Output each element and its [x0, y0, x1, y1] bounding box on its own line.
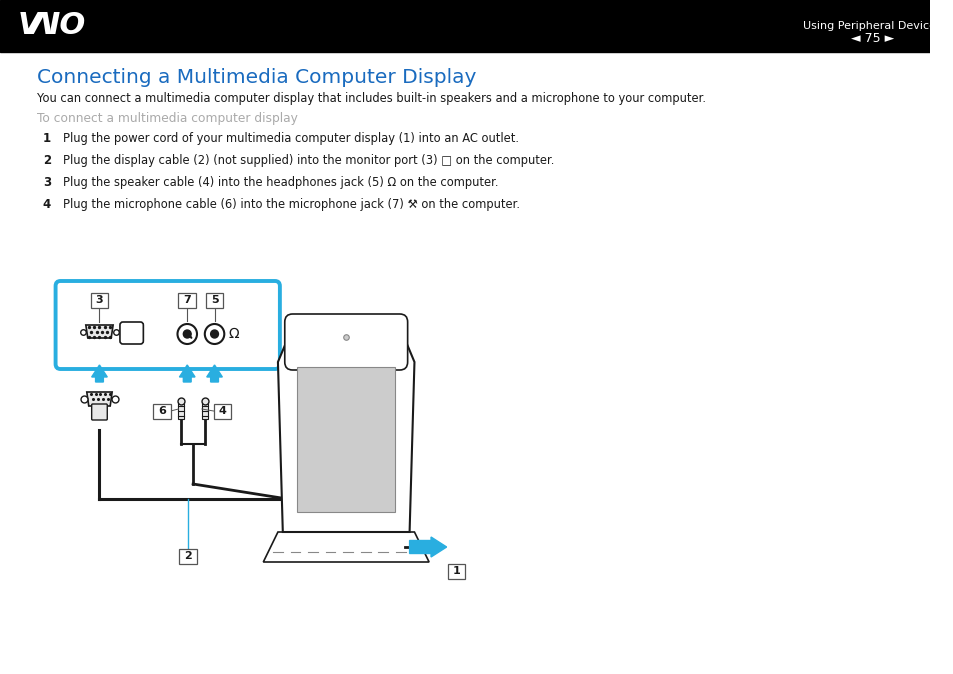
Text: 3: 3 [43, 176, 51, 189]
Text: 5: 5 [211, 295, 218, 305]
Text: Λ: Λ [30, 11, 52, 40]
FancyBboxPatch shape [120, 322, 143, 344]
Polygon shape [277, 327, 414, 532]
Text: 4: 4 [43, 198, 51, 211]
FancyArrow shape [207, 365, 222, 382]
Text: Ω: Ω [229, 327, 239, 341]
Text: Plug the speaker cable (4) into the headphones jack (5) Ω on the computer.: Plug the speaker cable (4) into the head… [63, 176, 498, 189]
Text: IO: IO [49, 11, 86, 40]
Text: Plug the microphone cable (6) into the microphone jack (7) ⚒ on the computer.: Plug the microphone cable (6) into the m… [63, 198, 519, 211]
FancyArrow shape [409, 537, 446, 557]
Text: Connecting a Multimedia Computer Display: Connecting a Multimedia Computer Display [37, 68, 476, 87]
Text: 3: 3 [95, 295, 103, 305]
Text: Plug the display cable (2) (not supplied) into the monitor port (3) □ on the com: Plug the display cable (2) (not supplied… [63, 154, 555, 167]
Bar [297, 367, 395, 512]
Circle shape [211, 330, 218, 338]
Bar [447, 563, 465, 578]
Polygon shape [263, 532, 429, 562]
Circle shape [183, 330, 191, 338]
Text: ◄ 75 ►: ◄ 75 ► [850, 32, 894, 44]
Text: V: V [17, 11, 41, 40]
Text: 4: 4 [218, 406, 226, 416]
Text: 1: 1 [452, 566, 459, 576]
FancyArrow shape [91, 365, 107, 382]
Bar [91, 293, 108, 307]
FancyArrow shape [179, 365, 194, 382]
Bar [152, 404, 171, 419]
Text: Using Peripheral Devices: Using Peripheral Devices [802, 21, 942, 31]
Text: 2: 2 [184, 551, 192, 561]
Bar [178, 293, 195, 307]
Bar [178, 402, 184, 419]
Text: You can connect a multimedia computer display that includes built-in speakers an: You can connect a multimedia computer di… [37, 92, 705, 105]
Text: 7: 7 [183, 295, 191, 305]
Circle shape [177, 324, 196, 344]
FancyBboxPatch shape [284, 314, 407, 370]
Bar [179, 549, 196, 563]
Circle shape [205, 324, 224, 344]
Text: 2: 2 [43, 154, 51, 167]
FancyBboxPatch shape [91, 404, 107, 420]
FancyBboxPatch shape [55, 281, 279, 369]
Text: 6: 6 [158, 406, 166, 416]
Text: Plug the power cord of your multimedia computer display (1) into an AC outlet.: Plug the power cord of your multimedia c… [63, 132, 518, 145]
Polygon shape [87, 392, 112, 406]
Bar [0, 0, 929, 52]
Bar [206, 293, 223, 307]
Polygon shape [86, 325, 113, 338]
Text: 1: 1 [43, 132, 51, 145]
Bar [213, 404, 231, 419]
Bar [202, 402, 208, 419]
Text: To connect a multimedia computer display: To connect a multimedia computer display [37, 112, 297, 125]
